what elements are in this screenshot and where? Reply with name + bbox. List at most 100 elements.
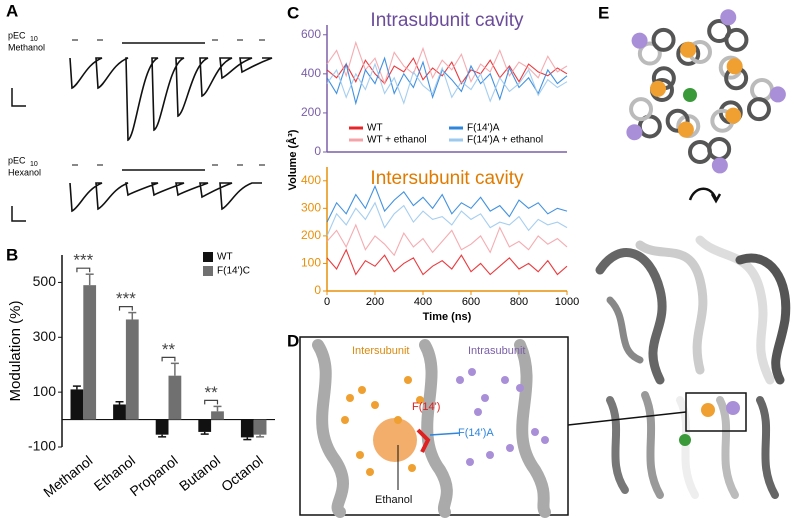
x-tick-label: 200 xyxy=(366,296,384,308)
x-tick-label: 800 xyxy=(510,296,528,308)
site xyxy=(711,157,728,174)
row-label: pEC xyxy=(8,155,26,165)
region-label: Intersubunit xyxy=(352,345,409,357)
row-label: pEC xyxy=(8,30,26,40)
legend-swatch xyxy=(203,252,213,262)
site xyxy=(769,86,786,103)
site xyxy=(726,58,743,75)
bar xyxy=(211,411,224,420)
legend-swatch xyxy=(203,266,213,276)
ligand-label: Ethanol xyxy=(375,494,412,506)
legend-label: F(14')A + ethanol xyxy=(467,135,543,146)
top-view xyxy=(626,9,786,174)
residue-label: F(14') xyxy=(412,401,440,413)
helix xyxy=(707,136,732,161)
bar xyxy=(198,419,212,432)
y-tick-label: 600 xyxy=(301,27,321,41)
significance-label: ** xyxy=(204,383,218,402)
series-line xyxy=(326,184,568,223)
bar xyxy=(113,404,126,420)
bar xyxy=(70,389,84,420)
x-tick-label: 400 xyxy=(414,296,432,308)
series-line xyxy=(326,248,568,276)
x-tick-label: Butanol xyxy=(176,452,223,494)
x-tick-label: Methanol xyxy=(40,452,95,500)
site-marker xyxy=(679,434,691,446)
bar xyxy=(240,419,254,438)
mutant-label: F(14')A xyxy=(458,427,494,439)
helix xyxy=(724,27,749,52)
current-trace xyxy=(69,57,273,142)
helix xyxy=(651,27,676,52)
helix xyxy=(746,97,771,122)
pointer xyxy=(429,432,461,436)
traces xyxy=(69,57,273,213)
current-trace xyxy=(69,182,262,213)
legend-label: WT xyxy=(217,252,233,263)
helix xyxy=(750,78,774,102)
site-marker xyxy=(701,403,715,417)
y-axis-label: Volume (Å³) xyxy=(286,129,299,190)
site xyxy=(683,88,697,102)
site xyxy=(725,107,742,124)
panel-label: A xyxy=(6,1,18,20)
y-tick-label: 500 xyxy=(33,273,57,289)
significance-bracket xyxy=(161,356,176,362)
site xyxy=(626,124,643,141)
row-compound: Hexanol xyxy=(8,167,41,177)
series-line xyxy=(326,62,568,105)
y-tick-label: 400 xyxy=(301,66,321,80)
significance-bracket xyxy=(118,306,133,311)
region-label: Intrasubunit xyxy=(468,345,525,357)
helices xyxy=(312,339,551,518)
legend-label: F(14')A xyxy=(467,123,500,134)
series-line xyxy=(326,40,568,86)
intrasubunit-residues xyxy=(456,368,549,466)
helix xyxy=(629,97,654,122)
site xyxy=(650,80,667,97)
x-tick-label: 1000 xyxy=(555,296,579,308)
panel-label: E xyxy=(598,3,609,22)
y-tick-label: 0 xyxy=(314,144,321,158)
legend-label: WT + ethanol xyxy=(367,135,427,146)
site xyxy=(677,121,694,138)
rotate-arrow xyxy=(688,187,722,204)
series-line xyxy=(326,201,568,237)
row-compound: Methanol xyxy=(8,42,45,52)
chart-title: Intrasubunit cavity xyxy=(370,10,524,31)
x-tick-label: 600 xyxy=(462,296,480,308)
helix xyxy=(637,41,662,66)
x-tick-label: Propanol xyxy=(127,452,181,499)
bar xyxy=(155,419,169,435)
legend-label: WT xyxy=(367,123,383,134)
bar xyxy=(125,319,139,420)
side-view xyxy=(595,235,791,499)
connector xyxy=(567,411,687,426)
y-tick-label: 100 xyxy=(301,256,321,270)
y-axis-label: Modulation (%) xyxy=(7,301,24,402)
y-tick-label: 300 xyxy=(301,201,321,215)
panel-label: C xyxy=(287,3,299,22)
legend-label: F(14')C xyxy=(217,266,250,277)
y-tick-label: -100 xyxy=(28,438,56,454)
series-line xyxy=(326,223,568,257)
bar xyxy=(253,419,267,435)
site xyxy=(631,32,648,49)
bar xyxy=(168,375,182,420)
y-tick-label: 100 xyxy=(33,383,57,399)
y-tick-label: 200 xyxy=(301,228,321,242)
panel-label: B xyxy=(6,245,18,264)
site-marker xyxy=(726,401,740,415)
helix xyxy=(665,108,690,133)
site xyxy=(680,41,697,58)
y-tick-label: 400 xyxy=(301,173,321,187)
bar xyxy=(83,285,97,420)
scale-bar xyxy=(11,206,26,222)
significance-bracket xyxy=(76,267,91,273)
significance-label: *** xyxy=(116,289,136,308)
panel-label: D xyxy=(287,331,299,350)
x-tick-label: Octanol xyxy=(218,452,266,494)
row-subscript: 10 xyxy=(30,36,38,43)
scale-bar xyxy=(11,88,26,107)
